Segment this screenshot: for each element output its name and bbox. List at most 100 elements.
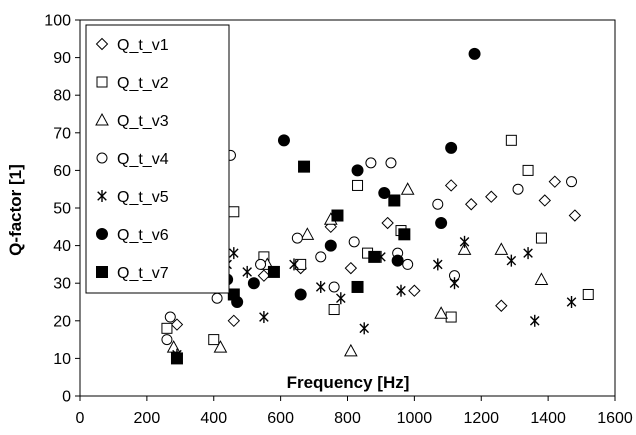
legend-label: Q_t_v1 — [117, 37, 169, 54]
data-point — [331, 209, 344, 222]
y-tick-label: 80 — [53, 88, 71, 105]
data-point — [291, 232, 303, 244]
legend-label: Q_t_v6 — [117, 227, 169, 244]
data-point — [432, 198, 444, 210]
data-point — [161, 334, 173, 346]
data-point — [164, 311, 176, 323]
data-point — [324, 239, 337, 252]
data-point — [391, 254, 404, 267]
y-tick-label: 30 — [53, 276, 71, 293]
data-point — [465, 198, 478, 211]
data-point — [494, 242, 509, 255]
data-point — [348, 236, 360, 248]
data-point — [352, 179, 364, 191]
data-point — [534, 272, 549, 285]
x-tick-label: 1000 — [397, 410, 433, 427]
legend-marker — [97, 190, 107, 202]
data-point — [344, 343, 358, 357]
x-tick-label: 600 — [267, 410, 294, 427]
data-point — [257, 269, 271, 282]
data-point — [388, 194, 401, 207]
series-q-t-v4 — [161, 149, 578, 346]
data-point — [336, 292, 346, 305]
data-point — [170, 352, 183, 365]
series-q-t-v3 — [166, 182, 549, 357]
x-tick-label: 1600 — [597, 410, 633, 427]
legend-label: Q_t_v5 — [117, 189, 169, 206]
data-point — [435, 217, 448, 230]
data-point — [402, 258, 414, 270]
legend-item: Q_t_v1 — [95, 37, 169, 54]
x-tick-label: 200 — [134, 410, 161, 427]
data-point — [566, 176, 578, 188]
data-point — [568, 209, 582, 222]
data-point — [582, 288, 594, 300]
data-point — [385, 157, 397, 169]
legend-item: Q_t_v6 — [96, 227, 169, 244]
data-point — [459, 235, 470, 248]
data-point — [315, 280, 326, 293]
data-point — [396, 284, 406, 297]
data-point — [523, 247, 533, 260]
legend-marker — [96, 76, 108, 88]
legend-box — [85, 24, 230, 294]
data-point — [315, 251, 327, 263]
data-point — [259, 311, 269, 324]
legend-marker — [96, 266, 108, 278]
legend-label: Q_t_v2 — [117, 75, 169, 92]
data-point — [247, 277, 260, 290]
x-axis-title: Frequency [Hz] — [287, 373, 410, 392]
data-point — [512, 183, 524, 195]
data-point — [449, 277, 460, 290]
data-point — [211, 292, 223, 304]
data-point — [227, 314, 241, 328]
legend: Q_t_v1 Q_t_v2 Q_t_v3 Q_t_v4 Q_t_v5 Q_t_v6 Q_t_… — [85, 24, 230, 294]
data-point — [267, 265, 280, 278]
data-point — [255, 258, 267, 270]
data-point — [170, 318, 184, 331]
data-point — [398, 228, 411, 241]
data-point — [400, 182, 415, 195]
data-point — [529, 314, 540, 327]
data-point — [485, 190, 498, 203]
data-point — [432, 258, 443, 271]
y-tick-label: 10 — [53, 351, 71, 368]
data-point — [208, 334, 220, 346]
data-point — [351, 280, 364, 293]
y-tick-label: 40 — [53, 238, 71, 255]
legend-item: Q_t_v5 — [97, 189, 169, 206]
y-axis-title: Q-factor [1] — [6, 164, 25, 256]
series-q-t-v7 — [170, 160, 411, 365]
legend-marker — [96, 152, 108, 164]
data-point — [344, 261, 358, 275]
x-tick-label: 1200 — [463, 410, 499, 427]
legend-marker — [95, 37, 109, 51]
data-point — [506, 254, 517, 267]
data-point — [566, 296, 577, 308]
data-point — [365, 157, 377, 169]
data-point — [495, 299, 508, 312]
legend-item: Q_t_v4 — [96, 151, 169, 168]
legend-item: Q_t_v2 — [96, 75, 169, 92]
data-point — [242, 265, 252, 278]
legend-label: Q_t_v4 — [117, 151, 169, 168]
x-tick-label: 0 — [76, 410, 85, 427]
data-point — [351, 164, 364, 177]
y-tick-label: 60 — [53, 163, 71, 180]
data-point — [298, 160, 311, 173]
data-point — [328, 281, 340, 293]
y-tick-label: 70 — [53, 125, 71, 142]
data-point — [538, 194, 551, 207]
x-tick-label: 800 — [334, 410, 361, 427]
y-tick-label: 20 — [53, 313, 71, 330]
legend-marker — [95, 112, 109, 126]
y-tick-label: 0 — [62, 389, 71, 406]
data-point — [522, 164, 534, 176]
series-q-t-v2 — [161, 134, 594, 346]
data-point — [378, 186, 391, 199]
legend-item: Q_t_v7 — [96, 265, 169, 282]
data-point — [434, 306, 448, 319]
data-point — [229, 247, 239, 260]
data-point — [289, 258, 299, 271]
data-point — [300, 227, 315, 240]
